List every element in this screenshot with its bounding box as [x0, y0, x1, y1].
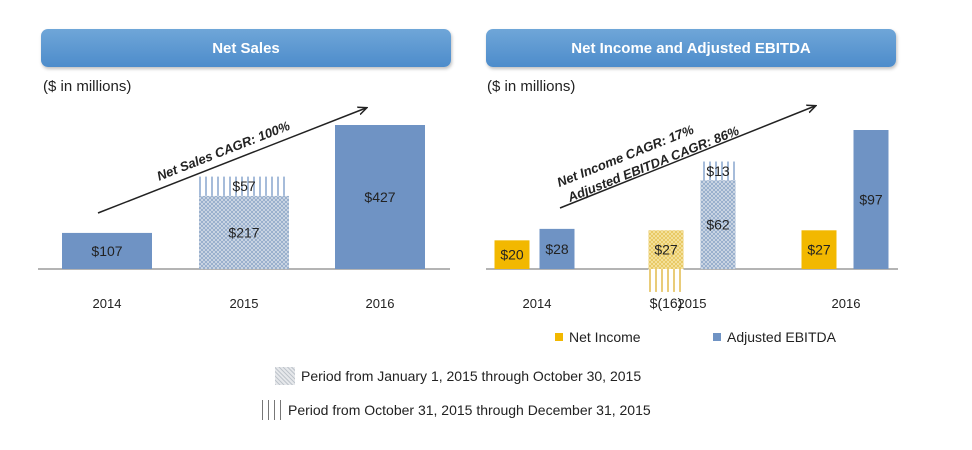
bar-2016-ebitda: [853, 130, 889, 269]
right-category-2016: 2016: [832, 296, 861, 311]
label-2015-ebitda-successor: $13: [706, 163, 730, 179]
vertical-lines-swatch: [262, 400, 282, 420]
label-2015-net-income-successor: $(16): [650, 295, 683, 311]
bar-2015-ebitda-predecessor: [700, 180, 736, 269]
net-income-ebitda-header: Net Income and Adjusted EBITDA: [486, 29, 896, 67]
net-sales-cagr-arrow: [97, 108, 366, 214]
right-category-2015: 2015: [678, 296, 707, 311]
legend-predecessor: Period from January 1, 2015 through Octo…: [275, 367, 641, 385]
legend-net-income-label: Net Income: [569, 329, 641, 345]
bar-2016-net-income: [801, 230, 837, 269]
label-2015-successor-net-sales: $57: [232, 178, 256, 194]
bar-2014-net-sales: [62, 232, 152, 269]
left-category-2015: 2015: [230, 296, 259, 311]
bar-2015-net-sales-predecessor: [199, 195, 289, 269]
left-units-label: ($ in millions): [43, 78, 132, 95]
legend-net-income: Net Income: [555, 329, 641, 345]
bar-2015-net-income-successor: [648, 269, 684, 292]
right-category-2014: 2014: [523, 296, 552, 311]
bar-2014-ebitda: [539, 228, 575, 269]
label-2016-ebitda: $97: [859, 192, 883, 208]
label-2014-ebitda: $28: [545, 241, 569, 257]
bar-2015-net-sales-successor: [199, 176, 289, 196]
right-units-label: ($ in millions): [487, 78, 576, 95]
legend-ebitda-label: Adjusted EBITDA: [727, 329, 836, 345]
left-category-2014: 2014: [93, 296, 122, 311]
label-2014-net-sales: $107: [91, 243, 122, 259]
label-2014-net-income: $20: [500, 247, 524, 263]
bar-2016-net-sales: [335, 125, 425, 269]
label-2016-net-income: $27: [807, 242, 831, 258]
bar-2015-ebitda-successor: [700, 161, 736, 181]
bar-2014-net-income: [494, 240, 530, 269]
legend-successor-label: Period from October 31, 2015 through Dec…: [288, 402, 651, 418]
net-sales-header: Net Sales: [41, 29, 451, 67]
net-income-ebitda-title: Net Income and Adjusted EBITDA: [571, 39, 811, 57]
left-category-2016: 2016: [366, 296, 395, 311]
legend-predecessor-label: Period from January 1, 2015 through Octo…: [301, 368, 642, 384]
label-2015-ebitda: $62: [706, 217, 730, 233]
bar-2015-net-income-predecessor: [648, 230, 684, 269]
crosshatch-swatch: [275, 367, 295, 385]
net-income-swatch: [555, 333, 563, 341]
net-sales-title: Net Sales: [212, 39, 280, 57]
legend-ebitda: Adjusted EBITDA: [713, 329, 836, 345]
net-sales-cagr-text: Net Sales CAGR: 100%: [155, 118, 293, 184]
label-2015-net-income: $27: [654, 242, 678, 258]
label-2015-predecessor-net-sales: $217: [228, 224, 259, 240]
legend-successor: Period from October 31, 2015 through Dec…: [262, 400, 651, 420]
right-cagr-arrow: [559, 106, 815, 209]
label-2016-net-sales: $427: [364, 189, 395, 205]
ebitda-swatch: [713, 333, 721, 341]
